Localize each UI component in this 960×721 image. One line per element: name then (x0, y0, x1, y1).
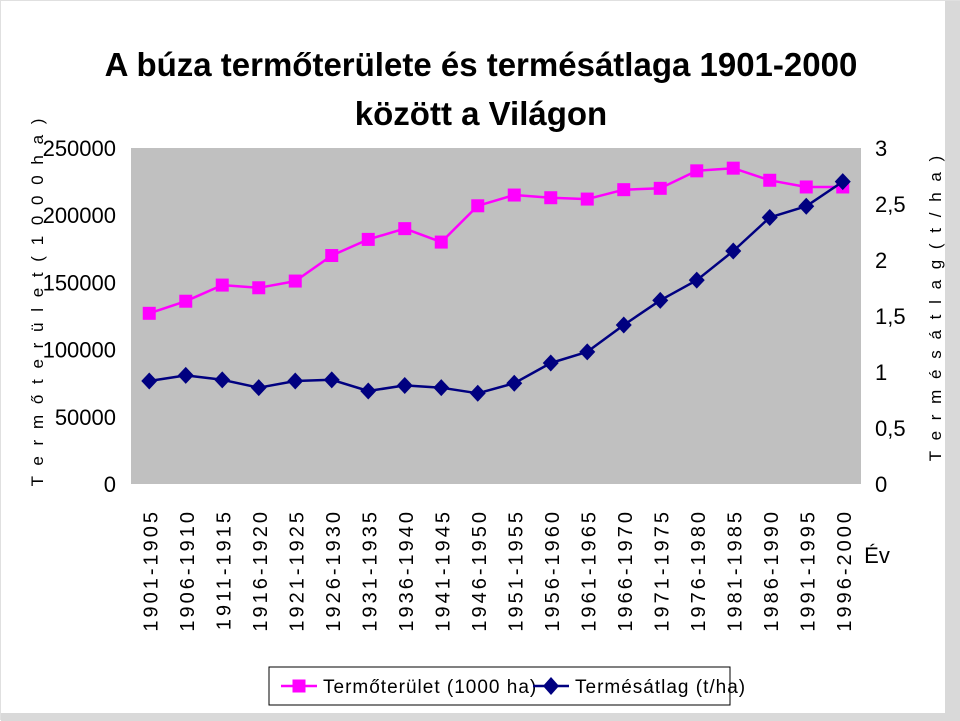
point-termoterulet (361, 232, 375, 246)
point-termoterulet (617, 183, 631, 197)
x-category-label: 1991-1995 (797, 509, 819, 632)
point-termoterulet (690, 164, 704, 178)
x-category-label: 1906-1910 (177, 509, 199, 632)
y-axis-left-ticks: 0 50000 100000 150000 200000 250000 (43, 136, 116, 497)
y-right-tick-label: 1,5 (875, 304, 906, 329)
point-termoterulet (544, 191, 558, 205)
y-right-tick-label: 0,5 (875, 416, 906, 441)
y-right-tick-label: 2,5 (875, 192, 906, 217)
point-termoterulet (252, 281, 266, 295)
window-bottom-border (1, 713, 960, 721)
x-category-label: 1936-1940 (396, 509, 418, 632)
x-category-label: 1931-1935 (359, 509, 381, 632)
x-category-label: 1956-1960 (542, 509, 564, 632)
point-termoterulet (179, 294, 193, 308)
x-axis-title: Év (864, 543, 890, 568)
x-category-label: 1921-1925 (286, 509, 308, 632)
y-axis-left-title: T e r m ő t e r ü l e t ( 1 0 0 0 h a ) (28, 116, 47, 487)
y-axis-right-title: T e r m é s á t l a g ( t / h a ) (926, 153, 945, 461)
point-termesatlag (214, 371, 231, 389)
x-category-label: 1986-1990 (761, 509, 783, 632)
x-category-label: 1971-1975 (651, 509, 673, 632)
point-termoterulet (142, 306, 156, 320)
point-termoterulet (580, 192, 594, 206)
point-termoterulet (507, 188, 521, 202)
point-termoterulet (215, 278, 229, 292)
point-termesatlag (250, 379, 267, 397)
point-termesatlag (761, 208, 778, 226)
point-termesatlag (287, 372, 304, 390)
point-termesatlag (688, 271, 705, 289)
point-termesatlag (433, 379, 450, 397)
x-category-label: 1916-1920 (250, 509, 272, 632)
legend-marker-termesatlag (543, 677, 559, 695)
series-layer (141, 161, 851, 402)
point-termoterulet (325, 249, 339, 263)
point-termoterulet (653, 181, 667, 195)
point-termoterulet (471, 199, 485, 213)
point-termesatlag (396, 376, 413, 394)
x-category-label: 1951-1955 (505, 509, 527, 632)
point-termesatlag (652, 291, 669, 309)
point-termoterulet (398, 222, 412, 236)
chart-title-line1: A búza termőterülete és termésátlaga 190… (105, 46, 858, 83)
y-left-tick-label: 150000 (43, 270, 116, 295)
y-right-tick-label: 2 (875, 248, 887, 273)
y-left-tick-label: 250000 (43, 136, 116, 161)
point-termesatlag (725, 242, 742, 260)
window-right-border (945, 1, 960, 721)
y-right-tick-label: 3 (875, 136, 887, 161)
point-termoterulet (799, 180, 813, 194)
chart-title-line2: között a Világon (355, 95, 607, 132)
x-axis-category-labels: 1901-1905 1906-1910 1911-1915 1916-1920 1921… (140, 509, 856, 632)
legend-label-termoterulet: Termőterület (1000 ha) (323, 677, 537, 698)
wheat-chart: A búza termőterülete és termésátlaga 190… (28, 46, 945, 706)
point-termoterulet (288, 274, 302, 288)
point-termesatlag (542, 354, 559, 372)
point-termesatlag (141, 372, 158, 390)
y-axis-right-ticks: 0 0,5 1 1,5 2 2,5 3 (875, 136, 906, 497)
y-left-tick-label: 200000 (43, 203, 116, 228)
x-category-label: 1941-1945 (432, 509, 454, 632)
x-category-label: 1926-1930 (323, 509, 345, 632)
x-category-label: 1961-1965 (578, 509, 600, 632)
point-termesatlag (323, 371, 340, 389)
legend-marker-termoterulet (292, 679, 306, 693)
x-category-label: 1981-1985 (724, 509, 746, 632)
point-termesatlag (615, 316, 632, 334)
legend-box (268, 666, 731, 706)
point-termesatlag (834, 173, 851, 191)
x-category-label: 1996-2000 (834, 509, 856, 632)
point-termoterulet (726, 161, 740, 175)
x-category-label: 1946-1950 (469, 509, 491, 632)
point-termesatlag (469, 384, 486, 402)
x-category-label: 1901-1905 (140, 509, 162, 632)
point-termoterulet (434, 235, 448, 249)
x-category-label: 1976-1980 (688, 509, 710, 632)
x-category-label: 1966-1970 (615, 509, 637, 632)
point-termesatlag (360, 382, 377, 400)
y-left-tick-label: 0 (104, 472, 116, 497)
y-right-tick-label: 1 (875, 360, 887, 385)
legend-label-termesatlag: Termésátlag (t/ha) (575, 677, 746, 698)
x-category-label: 1911-1915 (213, 509, 235, 630)
plot-area (131, 148, 861, 484)
y-left-tick-label: 50000 (55, 405, 116, 430)
y-right-tick-label: 0 (875, 472, 887, 497)
point-termesatlag (579, 343, 596, 361)
point-termesatlag (177, 366, 194, 384)
y-left-tick-label: 100000 (43, 338, 116, 363)
point-termesatlag (506, 374, 523, 392)
legend: Termőterület (1000 ha) Termésátlag (t/ha… (268, 666, 746, 706)
point-termesatlag (798, 197, 815, 215)
point-termoterulet (763, 173, 777, 187)
